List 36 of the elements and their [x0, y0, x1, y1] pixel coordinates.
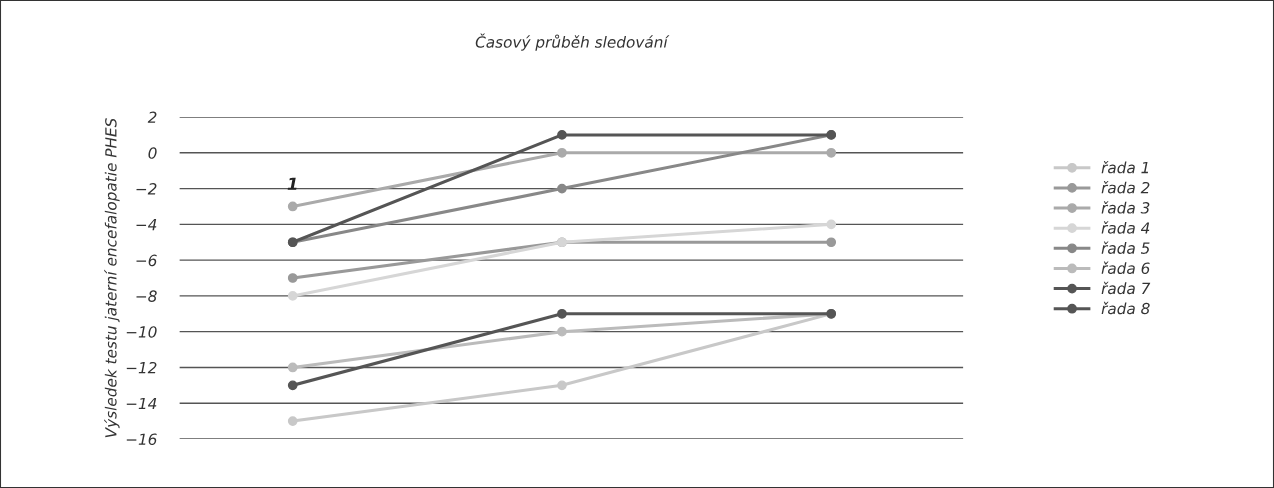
legend-label: řada 5 — [1101, 241, 1150, 254]
point — [287, 273, 298, 283]
legend-label: řada 4 — [1101, 221, 1150, 234]
point — [557, 147, 567, 158]
y-tick-label: −8 — [136, 290, 157, 302]
point — [287, 380, 298, 391]
y-tick-label: −16 — [126, 433, 157, 446]
legend-label: řada 7 — [1101, 281, 1151, 295]
point — [557, 308, 567, 319]
y-tick-label: 2 — [147, 111, 157, 123]
annotation: 1 — [287, 177, 297, 190]
y-axis-title: Výsledek testu jaterní encefalopatie PHES — [104, 118, 120, 438]
point — [557, 326, 567, 337]
point — [826, 237, 837, 248]
point — [287, 362, 298, 373]
y-tick-label: −4 — [136, 219, 157, 231]
y-tick-label: −14 — [126, 397, 157, 410]
legend-label: řada 1 — [1101, 160, 1149, 174]
point — [287, 416, 298, 426]
y-tick-label: −10 — [126, 326, 157, 338]
legend-label: řada 2 — [1101, 181, 1150, 194]
legend-label: řada 6 — [1101, 261, 1150, 275]
y-tick-label: 0 — [148, 147, 157, 159]
legend-label: řada 8 — [1101, 301, 1150, 315]
point — [287, 291, 298, 301]
point — [826, 147, 837, 158]
point — [557, 380, 567, 391]
legend-label: řada 3 — [1101, 201, 1150, 214]
y-tick-label: −2 — [136, 183, 157, 195]
y-tick-label: −6 — [136, 254, 157, 267]
chart-title: Časový průběh sledování — [475, 33, 670, 51]
point — [826, 219, 837, 230]
point — [557, 130, 567, 140]
y-tick-label: −12 — [126, 361, 157, 374]
point — [287, 201, 298, 212]
point — [557, 183, 567, 194]
